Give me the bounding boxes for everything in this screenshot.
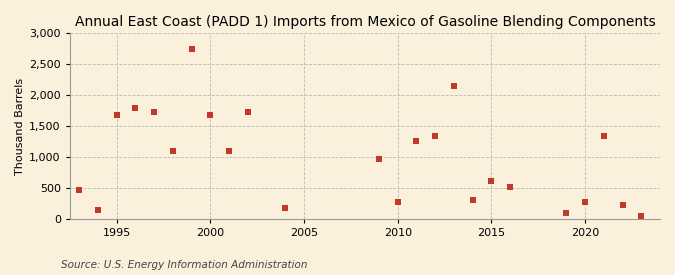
Point [599,134,610,138]
Point [74,188,84,192]
Point [111,112,122,117]
Title: Annual East Coast (PADD 1) Imports from Mexico of Gasoline Blending Components: Annual East Coast (PADD 1) Imports from … [74,15,655,29]
Point [167,149,178,153]
Point [205,112,216,117]
Point [223,149,234,153]
Text: Source: U.S. Energy Information Administration: Source: U.S. Energy Information Administ… [61,260,307,270]
Point [467,197,478,202]
Point [392,199,403,204]
Y-axis label: Thousand Barrels: Thousand Barrels [15,77,25,175]
Point [373,157,384,161]
Point [448,84,459,89]
Point [580,200,591,204]
Point [92,207,103,212]
Point [148,110,159,114]
Point [242,110,253,114]
Point [411,139,422,143]
Point [486,178,497,183]
Point [636,214,647,218]
Point [280,206,291,211]
Point [505,185,516,189]
Point [130,106,141,110]
Point [617,202,628,207]
Point [186,47,197,51]
Point [430,134,441,138]
Point [561,211,572,216]
